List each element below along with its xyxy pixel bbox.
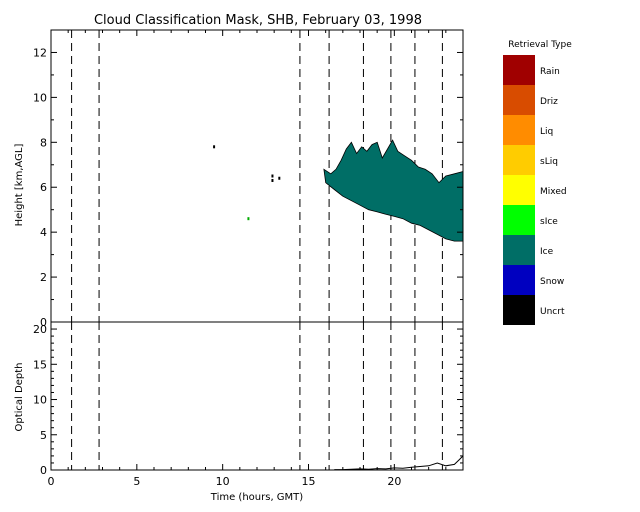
bottom-panel-dashed-lines — [71, 322, 443, 470]
legend-swatch-liq — [503, 115, 535, 145]
legend-label-liq: Liq — [540, 127, 553, 137]
legend-label-mixed: Mixed — [540, 187, 567, 197]
height-axis-ticks: 0 2 4 6 8 10 12 — [33, 46, 463, 329]
legend-swatch-ice — [503, 235, 535, 265]
optical-depth-line — [334, 455, 464, 471]
optical-depth-axis-label: Optical Depth — [14, 363, 25, 432]
time-axis-label: Time (hours, GMT) — [210, 492, 304, 503]
time-axis-ticks: 0 5 10 15 20 — [48, 30, 447, 488]
legend-label-uncrt: Uncrt — [540, 307, 565, 317]
chart-title: Cloud Classification Mask, SHB, February… — [94, 13, 422, 28]
time-tick-label: 0 — [48, 475, 55, 488]
height-axis-label: Height [km,AGL] — [14, 144, 25, 227]
retrieval-type-legend: Retrieval Type Rain Driz Liq sLiq Mixed sIce I… — [503, 40, 572, 325]
legend-title: Retrieval Type — [508, 40, 572, 50]
isolated-cloud-points — [213, 145, 281, 221]
legend-label-sliq: sLiq — [540, 157, 558, 167]
legend-swatch-mixed — [503, 175, 535, 205]
cloud-point-2 — [271, 174, 274, 178]
height-tick-label: 10 — [33, 91, 47, 104]
height-tick-label: 6 — [40, 181, 47, 194]
cloud-point-0 — [213, 145, 216, 149]
legend-swatch-uncrt — [503, 295, 535, 325]
legend-swatch-rain — [503, 55, 535, 85]
optical-depth-axis-ticks: 0 5 10 15 20 — [33, 323, 463, 477]
legend-swatch-sliq — [503, 145, 535, 175]
time-tick-label: 15 — [302, 475, 316, 488]
cloud-point-4 — [278, 176, 281, 180]
height-panel: 0 2 4 6 8 10 12 Height [km,AGL] — [14, 29, 464, 329]
legend-label-sice: sIce — [540, 217, 558, 227]
cloud-point-3 — [271, 178, 274, 182]
optical-depth-tick-label: 10 — [33, 394, 47, 407]
legend-swatch-snow — [503, 265, 535, 295]
height-tick-label: 12 — [33, 46, 47, 59]
legend-label-driz: Driz — [540, 97, 558, 107]
legend-swatch-sice — [503, 205, 535, 235]
optical-depth-tick-label: 5 — [40, 429, 47, 442]
optical-depth-tick-label: 0 — [40, 464, 47, 477]
optical-depth-tick-label: 15 — [33, 358, 47, 371]
height-tick-label: 4 — [40, 226, 47, 239]
time-tick-label: 5 — [133, 475, 140, 488]
time-tick-label: 20 — [387, 475, 401, 488]
time-tick-label: 10 — [216, 475, 230, 488]
legend-label-ice: Ice — [540, 247, 554, 257]
height-tick-label: 2 — [40, 271, 47, 284]
height-tick-label: 8 — [40, 136, 47, 149]
legend-label-snow: Snow — [540, 277, 564, 287]
ice-cloud-region — [323, 139, 464, 242]
optical-depth-tick-label: 20 — [33, 323, 47, 336]
legend-label-rain: Rain — [540, 67, 560, 77]
cloud-point-1 — [247, 217, 250, 221]
optical-depth-panel-frame — [50, 321, 464, 471]
legend-swatch-driz — [503, 85, 535, 115]
height-tick-label: 0 — [40, 316, 47, 329]
